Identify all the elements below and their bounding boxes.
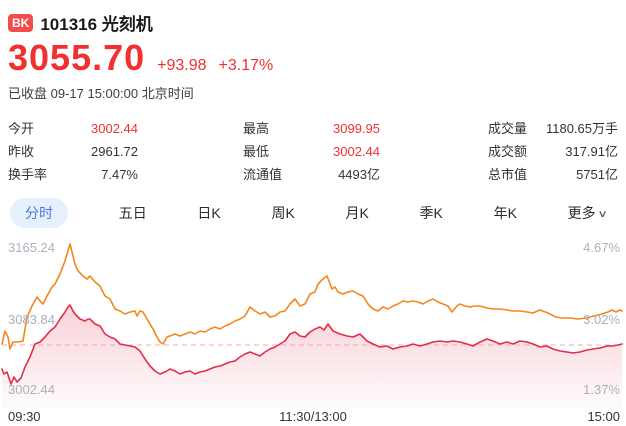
chevron-down-icon: ∨ [597, 208, 608, 220]
stat-row: 成交额 317.91亿 [488, 140, 618, 163]
tab-更多[interactable]: 更多 ∨ [567, 203, 608, 223]
intraday-chart[interactable]: 3165.24 3083.84 3002.44 4.67% 3.02% 1.37… [0, 236, 626, 408]
stat-value: 7.47% [101, 167, 138, 182]
chart-period-tabs: 分时 五日 日K 周K 月K 季K 年K 更多 ∨ [0, 198, 626, 228]
y-axis-right-bottom: 1.37% [583, 382, 620, 397]
stat-value: 4493亿 [338, 167, 380, 182]
stat-label: 最高 [243, 121, 270, 136]
current-price: 3055.70 [8, 37, 146, 78]
stat-value: 5751亿 [576, 167, 618, 182]
stat-label: 成交额 [488, 144, 528, 159]
tab-label: 更多 [567, 205, 596, 221]
y-axis-right-top: 4.67% [583, 240, 620, 255]
page-title: 101316 光刻机 [40, 15, 153, 34]
stats-column: 成交量 1180.65万手成交额 317.91亿总市值 5751亿 [488, 117, 618, 186]
tab-周K[interactable]: 周K [271, 203, 294, 223]
leader-line [1, 243, 623, 350]
tab-年K[interactable]: 年K [494, 203, 517, 223]
tab-label: 周K [271, 205, 295, 221]
stat-row: 换手率 7.47% [8, 163, 138, 186]
x-tick-noon: 11:30/13:00 [279, 409, 347, 424]
stat-value: 3002.44 [91, 121, 138, 136]
tab-日K[interactable]: 日K [197, 203, 220, 223]
x-tick-close: 15:00 [587, 409, 620, 424]
title-row: BK 101316 光刻机 [8, 10, 618, 35]
stat-row: 总市值 5751亿 [488, 163, 618, 186]
price-change-percent: +3.17% [218, 57, 274, 74]
tab-季K[interactable]: 季K [420, 203, 443, 223]
x-axis: 09:30 11:30/13:00 15:00 [0, 408, 626, 426]
tab-五日[interactable]: 五日 [119, 203, 147, 223]
x-tick-open: 09:30 [8, 409, 41, 424]
stat-row: 今开 3002.44 [8, 117, 138, 140]
stats-column: 今开 3002.44 昨收 2961.72 换手率 7.47% [8, 117, 138, 186]
tab-label: 五日 [118, 205, 147, 221]
stat-row: 昨收 2961.72 [8, 140, 138, 163]
stat-label: 总市值 [488, 167, 528, 182]
stats-column: 最高 3099.95 最低 3002.44 流通值 4493亿 [243, 117, 380, 186]
stat-value: 3002.44 [333, 144, 380, 159]
index-line [1, 304, 623, 385]
stat-label: 换手率 [8, 167, 48, 182]
y-axis-left-bottom: 3002.44 [8, 382, 55, 397]
bk-badge: BK [8, 13, 34, 32]
tab-月K[interactable]: 月K [346, 203, 369, 223]
tab-label: 月K [345, 205, 369, 221]
stat-label: 最低 [243, 144, 270, 159]
stat-row: 最低 3002.44 [243, 140, 380, 163]
price-row: 3055.70 +93.98 +3.17% [8, 40, 618, 76]
tab-label: 年K [493, 205, 517, 221]
market-status: 已收盘 09-17 15:00:00 北京时间 [8, 86, 194, 101]
stats-grid: 今开 3002.44 昨收 2961.72 换手率 7.47% 最高 3099.95 最低 300… [0, 117, 626, 186]
stat-row: 最高 3099.95 [243, 117, 380, 140]
stat-row: 流通值 4493亿 [243, 163, 380, 186]
chart-canvas[interactable] [0, 236, 626, 408]
stat-value: 3099.95 [333, 121, 380, 136]
stat-value: 317.91亿 [565, 144, 618, 159]
stat-label: 今开 [8, 121, 35, 136]
tab-label: 分时 [25, 205, 53, 221]
stat-value: 1180.65万手 [545, 121, 618, 136]
y-axis-left-top: 3165.24 [8, 240, 55, 255]
stat-label: 昨收 [8, 144, 35, 159]
price-change: +93.98 [157, 57, 207, 74]
tab-label: 季K [419, 205, 443, 221]
tab-label: 日K [197, 205, 221, 221]
tab-分时[interactable]: 分时 [10, 198, 68, 228]
y-axis-left-mid: 3083.84 [8, 312, 55, 327]
header: BK 101316 光刻机 3055.70 +93.98 +3.17% 已收盘 … [0, 0, 626, 102]
stat-value: 2961.72 [91, 144, 138, 159]
y-axis-right-mid: 3.02% [583, 312, 620, 327]
stat-label: 成交量 [488, 121, 528, 136]
stat-label: 流通值 [243, 167, 283, 182]
stat-row: 成交量 1180.65万手 [488, 117, 618, 140]
index-area-fill [2, 305, 622, 408]
